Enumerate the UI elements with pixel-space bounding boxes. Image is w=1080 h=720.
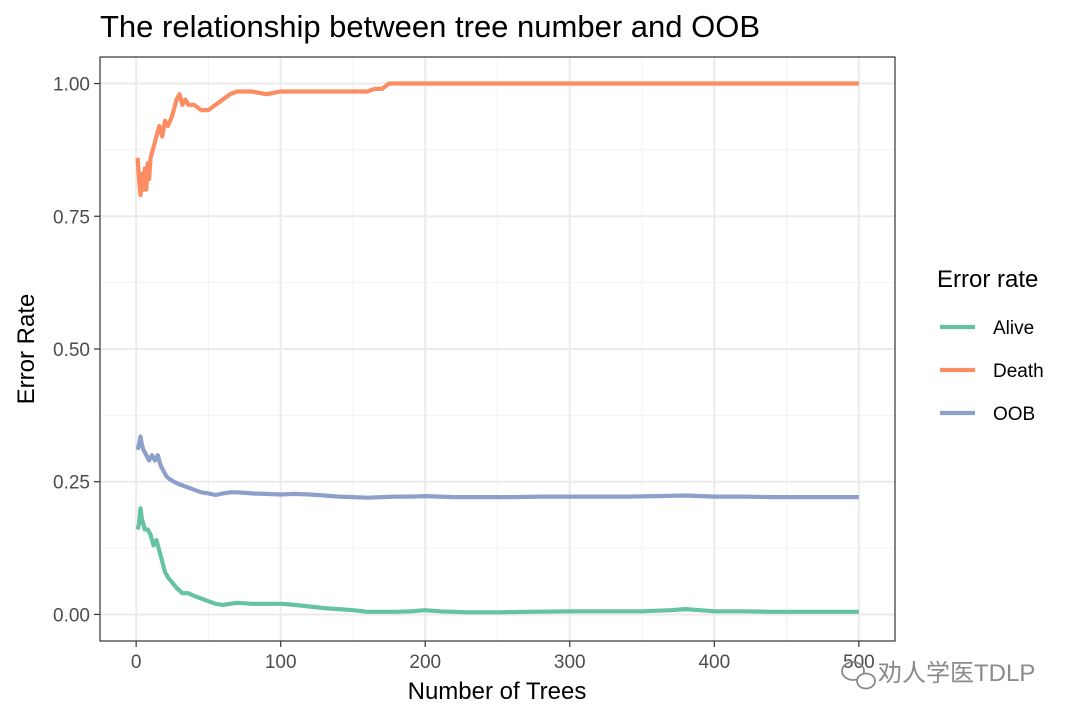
y-axis-label: Error Rate — [13, 294, 40, 405]
x-axis: 0 100 200 300 400 500 — [131, 641, 875, 673]
legend-title: Error rate — [937, 266, 1038, 293]
y-tick-label: 0.25 — [53, 473, 90, 494]
y-tick-label: 1.00 — [53, 75, 90, 96]
series-line-death — [135, 81, 859, 198]
y-tick-label: 0.50 — [53, 340, 90, 361]
chart-title: The relationship between tree number and… — [100, 9, 760, 44]
y-tick-label: 0.00 — [53, 605, 90, 626]
legend-items: Alive Death OOB — [940, 318, 1044, 425]
y-axis: 0.00 0.25 0.50 0.75 1.00 — [53, 75, 100, 626]
x-tick-label: 100 — [265, 652, 297, 673]
x-tick-label: 400 — [698, 652, 730, 673]
series-line-alive — [135, 506, 859, 615]
x-axis-label: Number of Trees — [408, 678, 587, 705]
watermark: 劝人学医TDLP — [878, 660, 1035, 687]
y-tick-label: 0.75 — [53, 207, 90, 228]
x-tick-label: 0 — [131, 652, 142, 673]
series-lines — [135, 81, 859, 615]
legend-label-alive: Alive — [993, 318, 1034, 339]
legend-label-oob: OOB — [993, 404, 1035, 425]
x-tick-label: 200 — [409, 652, 441, 673]
legend: Error rate Alive Death OOB — [937, 266, 1044, 425]
legend-label-death: Death — [993, 361, 1044, 382]
wechat-logo-icon — [841, 661, 876, 690]
series-line-oob — [135, 434, 859, 500]
x-tick-label: 300 — [554, 652, 586, 673]
